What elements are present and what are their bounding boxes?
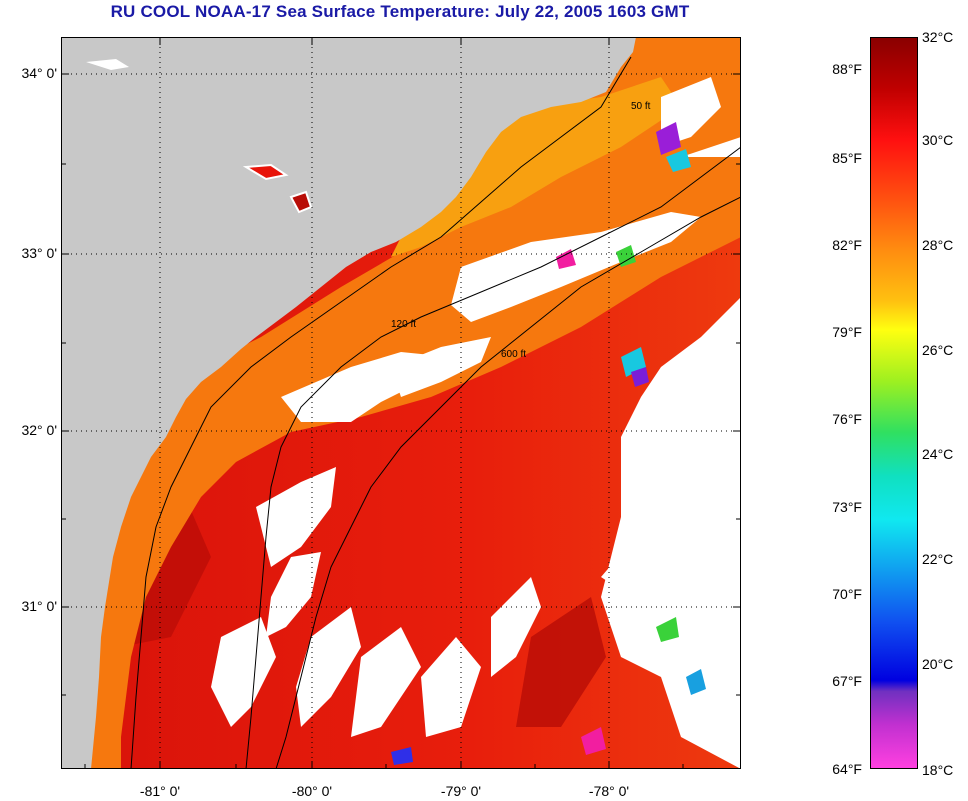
- shelf-water-band: [61, 37, 741, 769]
- cloud-patch-4: [256, 467, 336, 567]
- cool-speckles-7: [656, 617, 679, 642]
- contour-label-120ft: 120 ft: [391, 319, 416, 330]
- cloud-patch-9: [421, 637, 481, 737]
- cool-speckles-4: [616, 245, 636, 267]
- cloud-patch-8: [351, 627, 421, 737]
- land-mass: [61, 37, 636, 769]
- contour-label-600ft: 600 ft: [501, 349, 526, 360]
- colorbar-f-label-73: 73°F: [832, 499, 862, 515]
- lat-label-33: 33° 0': [21, 245, 57, 261]
- cloud-patch-10: [491, 577, 541, 677]
- colorbar-f-label-85: 85°F: [832, 150, 862, 166]
- cool-speckles-9: [581, 727, 606, 755]
- contour-label-50ft: 50 ft: [631, 101, 651, 112]
- colorbar-f-label-67: 67°F: [832, 673, 862, 689]
- cool-speckles-10: [391, 747, 413, 765]
- sst-map: 50 ft 120 ft 600 ft: [61, 37, 741, 769]
- inland-lake-3: [86, 59, 129, 70]
- warm-core-offshore: [516, 597, 606, 727]
- isobath-50ft: [130, 56, 632, 769]
- colorbar-c-label-18: 18°C: [922, 762, 954, 778]
- inland-lake-2: [289, 190, 313, 214]
- cloud-patch-12: [601, 507, 661, 597]
- cool-speckles-6: [631, 367, 649, 387]
- lon-label-79: -79° 0': [440, 783, 482, 799]
- colorbar-f-label-70: 70°F: [832, 586, 862, 602]
- cloud-patch-3: [391, 337, 491, 397]
- colorbar-f-label-76: 76°F: [832, 411, 862, 427]
- colorbar-c-label-22: 22°C: [922, 551, 954, 567]
- inland-lake-1: [242, 163, 289, 181]
- map-title: RU COOL NOAA-17 Sea Surface Temperature:…: [110, 2, 690, 21]
- lon-label-81: -81° 0': [139, 783, 181, 799]
- colorbar-c-label-24: 24°C: [922, 446, 954, 462]
- colorbar-gradient: [871, 38, 917, 768]
- lat-label-34: 34° 0': [21, 65, 57, 81]
- isobath-600ft: [275, 196, 741, 769]
- colorbar-f-label-82: 82°F: [832, 237, 862, 253]
- lon-label-78: -78° 0': [588, 783, 630, 799]
- colorbar-f-label-79: 79°F: [832, 324, 862, 340]
- cloud-patch-5: [266, 552, 321, 637]
- cool-speckles-1: [656, 122, 681, 155]
- cool-speckles-8: [686, 669, 706, 695]
- colorbar-f-label-64: 64°F: [832, 761, 862, 777]
- colorbar-c-label-26: 26°C: [922, 342, 954, 358]
- colorbar-c-label-30: 30°C: [922, 132, 954, 148]
- cloud-patch-2: [451, 212, 701, 322]
- lat-label-32: 32° 0': [21, 422, 57, 438]
- cloud-patch-11: [601, 137, 741, 769]
- lat-label-31: 31° 0': [21, 598, 57, 614]
- colorbar-f-label-88: 88°F: [832, 61, 862, 77]
- temperature-colorbar: [870, 37, 918, 769]
- colorbar-c-label-32: 32°C: [922, 29, 954, 45]
- cool-speckles-2: [666, 149, 691, 172]
- colorbar-c-label-28: 28°C: [922, 237, 954, 253]
- colorbar-c-label-20: 20°C: [922, 656, 954, 672]
- isobath-120ft: [245, 146, 741, 769]
- cloud-patch-6: [211, 617, 276, 727]
- lon-label-80: -80° 0': [291, 783, 333, 799]
- axis-ticks: [61, 37, 741, 769]
